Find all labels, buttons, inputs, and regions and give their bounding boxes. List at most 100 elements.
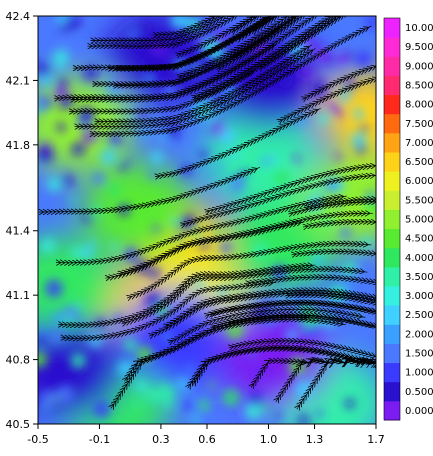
field-patch bbox=[135, 260, 150, 274]
field-patch bbox=[163, 49, 170, 56]
field-patch bbox=[193, 230, 201, 239]
field-patch bbox=[38, 351, 48, 368]
field-patch bbox=[165, 124, 180, 140]
field-patch bbox=[272, 411, 281, 420]
field-patch bbox=[310, 80, 327, 98]
colorbar-label: 3.000 bbox=[405, 291, 433, 302]
field-patch bbox=[100, 148, 117, 165]
field-patch bbox=[78, 106, 95, 124]
field-patch bbox=[268, 154, 278, 164]
field-patch bbox=[81, 246, 94, 260]
field-patch bbox=[198, 399, 210, 411]
colorbar-swatch bbox=[384, 400, 400, 421]
colorbar-swatch bbox=[384, 37, 400, 57]
field-patch bbox=[58, 103, 66, 110]
field-patch bbox=[219, 128, 236, 145]
colorbar-label: 9.000 bbox=[405, 61, 433, 72]
field-patch bbox=[354, 49, 373, 68]
colorbar-swatch bbox=[384, 152, 400, 172]
field-patch bbox=[323, 177, 339, 193]
colorbar-label: 3.500 bbox=[405, 272, 433, 283]
x-tick-label: 1.7 bbox=[367, 433, 385, 446]
colorbar-label: 0.500 bbox=[405, 387, 433, 398]
field-patch bbox=[223, 389, 240, 406]
field-patch bbox=[41, 97, 53, 109]
x-tick-label: 0.3 bbox=[152, 433, 170, 446]
colorbar-swatch bbox=[384, 266, 400, 287]
field-patch bbox=[353, 108, 365, 120]
field-patch bbox=[93, 205, 103, 215]
field-patch bbox=[40, 390, 56, 406]
field-region bbox=[120, 290, 233, 387]
field-patch bbox=[339, 226, 352, 239]
colorbar-label: 4.000 bbox=[405, 253, 433, 264]
colorbar-label: 5.000 bbox=[405, 215, 433, 226]
field-region bbox=[320, 72, 376, 153]
field-patch bbox=[334, 153, 342, 160]
field-patch bbox=[217, 287, 227, 297]
field-patch bbox=[286, 329, 298, 341]
field-patch bbox=[92, 171, 106, 185]
colorbar-label: 2.500 bbox=[405, 310, 433, 321]
field-patch bbox=[93, 400, 111, 418]
x-tick-label: 0.6 bbox=[198, 433, 216, 446]
field-patch bbox=[214, 227, 222, 235]
field-patch bbox=[328, 102, 339, 113]
field-patch bbox=[162, 83, 177, 99]
field-patch bbox=[344, 51, 353, 60]
field-patch bbox=[71, 145, 81, 155]
colorbar-swatch bbox=[384, 228, 400, 249]
field-patch bbox=[82, 212, 92, 223]
field-patch bbox=[199, 150, 208, 159]
colorbar: 0.000 0.500 1.000 1.500 2.000 2.500 3.000 3.500… bbox=[383, 17, 433, 421]
field-patch bbox=[317, 113, 329, 125]
field-patch bbox=[117, 360, 134, 377]
field-patch bbox=[315, 409, 324, 418]
colorbar-swatch bbox=[384, 247, 400, 268]
colorbar-swatch bbox=[384, 75, 400, 96]
field-patch bbox=[344, 398, 355, 409]
field-patch bbox=[255, 67, 263, 76]
field-patch bbox=[335, 202, 343, 210]
field-patch bbox=[292, 155, 300, 163]
streamline bbox=[58, 265, 316, 325]
colorbar-label: 7.500 bbox=[405, 119, 433, 130]
field-patch bbox=[69, 197, 77, 205]
streamline bbox=[297, 360, 376, 410]
field-patch bbox=[191, 62, 202, 72]
field-patch bbox=[56, 76, 67, 87]
field-patch bbox=[110, 243, 119, 251]
x-axis: -0.5 -0.1 0.3 0.6 1.0 1.3 1.7 bbox=[27, 424, 385, 446]
field-patch bbox=[232, 282, 240, 290]
colorbar-swatch bbox=[384, 190, 400, 210]
field-patch bbox=[64, 314, 74, 324]
field-patch bbox=[47, 177, 61, 192]
field-patch bbox=[179, 214, 197, 231]
field-patch bbox=[45, 279, 63, 298]
field-patch bbox=[150, 150, 164, 165]
field-patch bbox=[38, 61, 51, 77]
field-patch bbox=[213, 51, 225, 62]
field-patch bbox=[152, 225, 160, 233]
field-patch bbox=[70, 353, 87, 369]
field-patch bbox=[133, 400, 141, 408]
field-patch bbox=[138, 110, 147, 120]
field-patch bbox=[125, 159, 133, 167]
colorbar-label: 7.000 bbox=[405, 138, 433, 149]
colorbar-label: 0.000 bbox=[405, 406, 433, 417]
field-patch bbox=[360, 124, 369, 133]
field-patch bbox=[74, 302, 81, 310]
field-patch bbox=[162, 332, 172, 342]
field-patch bbox=[363, 202, 376, 220]
colorbar-label: 9.500 bbox=[405, 42, 433, 53]
y-tick-label: 41.1 bbox=[6, 289, 31, 302]
field-patch bbox=[170, 216, 179, 225]
y-tick-label: 42.1 bbox=[6, 74, 31, 87]
field-patch bbox=[220, 242, 232, 253]
y-axis: 40.5 40.8 41.1 41.4 41.8 42.1 42.4 bbox=[6, 10, 38, 431]
field-patch bbox=[171, 16, 188, 30]
streamline bbox=[118, 213, 373, 273]
field-patch bbox=[356, 250, 363, 257]
field-patch bbox=[229, 175, 245, 192]
